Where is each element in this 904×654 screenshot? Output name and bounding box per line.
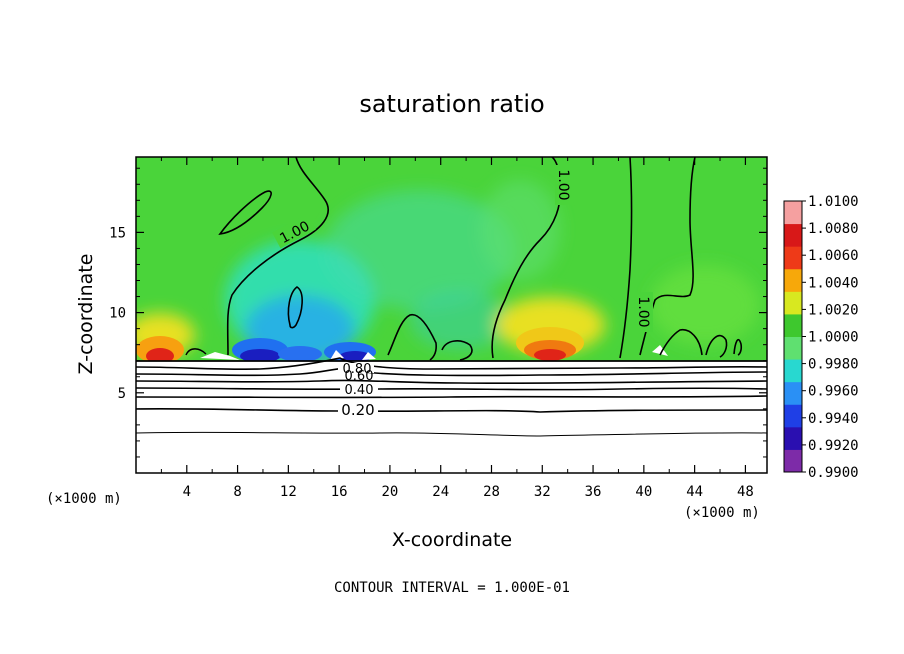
colorbar: 0.9900 0.9920 0.9940 0.9960 0.9980 1.0000 1.00…	[783, 194, 859, 481]
y-tick-label: 5	[118, 386, 126, 402]
colorbar-label: 1.0080	[808, 221, 859, 237]
plot-field	[136, 157, 767, 473]
x-tick-label: 36	[585, 484, 602, 500]
contour-lines	[136, 157, 767, 437]
colorbar-label: 0.9900	[808, 465, 859, 481]
y-axis-label: Z-coordinate	[75, 254, 97, 375]
colorbar-label: 0.9940	[808, 411, 859, 427]
colorbar-swatch	[784, 404, 802, 428]
x-axis-ticks: 4 8 12 16 20 24 28 32 36 40 44 48	[160, 157, 754, 500]
x-tick-label: 8	[233, 484, 241, 500]
contour-label: 1.00	[555, 169, 571, 200]
colorbar-swatch	[784, 201, 802, 225]
x-units-right: (×1000 m)	[684, 505, 760, 521]
colorbar-label: 1.0020	[808, 302, 859, 318]
colorbar-label: 0.9980	[808, 357, 859, 373]
x-tick-label: 28	[483, 484, 500, 500]
y-tick-label: 15	[109, 225, 126, 241]
colorbar-label: 1.0100	[808, 194, 859, 210]
x-tick-label: 44	[686, 484, 703, 500]
x-tick-label: 48	[737, 484, 754, 500]
x-tick-label: 32	[534, 484, 551, 500]
plot-frame	[135, 156, 768, 474]
colorbar-swatch	[784, 268, 802, 292]
colorbar-swatch	[784, 449, 802, 473]
contour-labels: 1.00 1.00 1.00 0.80 0.60 0.40 0.20	[272, 165, 653, 419]
colorbar-swatch	[784, 426, 802, 450]
contour-label: 0.80	[343, 362, 372, 377]
x-tick-label: 12	[280, 484, 297, 500]
contour-label: 0.40	[345, 383, 374, 398]
x-tick-label: 20	[381, 484, 398, 500]
colorbar-label: 1.0060	[808, 248, 859, 264]
colorbar-swatch	[784, 336, 802, 360]
colorbar-label: 1.0000	[808, 330, 859, 346]
y-axis-ticks: 5 10 15	[109, 167, 767, 458]
contour-label: 0.60	[345, 369, 374, 384]
colorbar-swatch	[784, 313, 802, 337]
x-units-left: (×1000 m)	[46, 491, 122, 507]
colorbar-label: 1.0040	[808, 275, 859, 291]
x-axis-label: X-coordinate	[392, 529, 512, 551]
colorbar-swatch	[784, 291, 802, 315]
colorbar-label: 0.9960	[808, 384, 859, 400]
colorbar-swatch	[784, 381, 802, 405]
x-tick-label: 16	[331, 484, 348, 500]
y-tick-label: 10	[109, 306, 126, 322]
chart-title: saturation ratio	[359, 90, 544, 118]
colorbar-swatch	[784, 359, 802, 383]
contour-label: 0.20	[341, 401, 374, 419]
x-tick-label: 40	[635, 484, 652, 500]
x-tick-label: 24	[432, 484, 449, 500]
contour-interval-note: CONTOUR INTERVAL = 1.000E-01	[334, 580, 570, 596]
contour-label: 1.00	[635, 296, 651, 327]
colorbar-swatch	[784, 223, 802, 247]
colorbar-label: 0.9920	[808, 438, 859, 454]
x-tick-label: 4	[183, 484, 191, 500]
colorbar-swatch	[784, 246, 802, 270]
